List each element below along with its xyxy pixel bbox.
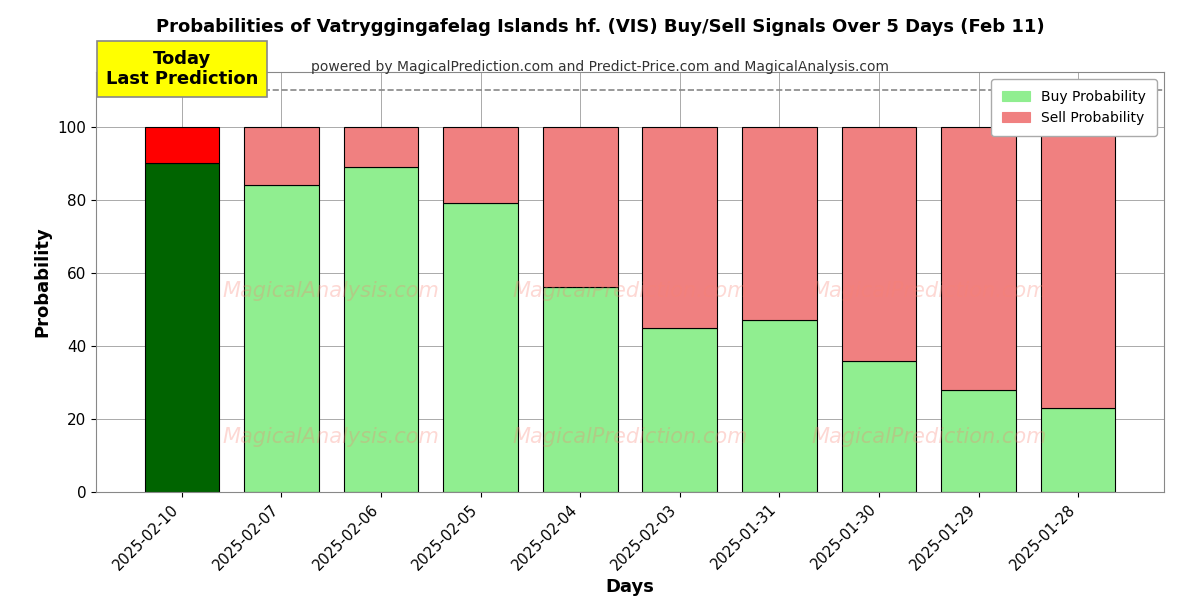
Text: MagicalPrediction.com: MagicalPrediction.com	[512, 427, 748, 447]
Bar	[542, 287, 618, 492]
Bar	[941, 127, 1016, 390]
Bar	[144, 163, 220, 492]
Bar	[343, 127, 419, 167]
Y-axis label: Probability: Probability	[34, 227, 52, 337]
Text: MagicalAnalysis.com: MagicalAnalysis.com	[223, 281, 439, 301]
X-axis label: Days: Days	[606, 578, 654, 596]
Bar	[343, 167, 419, 492]
Legend: Buy Probability, Sell Probability: Buy Probability, Sell Probability	[991, 79, 1157, 136]
Text: powered by MagicalPrediction.com and Predict-Price.com and MagicalAnalysis.com: powered by MagicalPrediction.com and Pre…	[311, 60, 889, 74]
Bar	[742, 127, 817, 320]
Bar	[1040, 408, 1116, 492]
Text: MagicalPrediction.com: MagicalPrediction.com	[811, 281, 1046, 301]
Bar	[542, 127, 618, 287]
Bar	[1040, 127, 1116, 408]
Bar	[244, 185, 319, 492]
Bar	[443, 127, 518, 203]
Text: MagicalPrediction.com: MagicalPrediction.com	[811, 427, 1046, 447]
Text: Probabilities of Vatryggingafelag Islands hf. (VIS) Buy/Sell Signals Over 5 Days: Probabilities of Vatryggingafelag Island…	[156, 18, 1044, 36]
Bar	[642, 127, 718, 328]
Text: MagicalAnalysis.com: MagicalAnalysis.com	[223, 427, 439, 447]
Bar	[244, 127, 319, 185]
Text: Today
Last Prediction: Today Last Prediction	[106, 50, 258, 88]
Bar	[443, 203, 518, 492]
Bar	[841, 361, 917, 492]
Bar	[941, 390, 1016, 492]
Bar	[841, 127, 917, 361]
Bar	[144, 127, 220, 163]
Bar	[742, 320, 817, 492]
Bar	[642, 328, 718, 492]
Text: MagicalPrediction.com: MagicalPrediction.com	[512, 281, 748, 301]
